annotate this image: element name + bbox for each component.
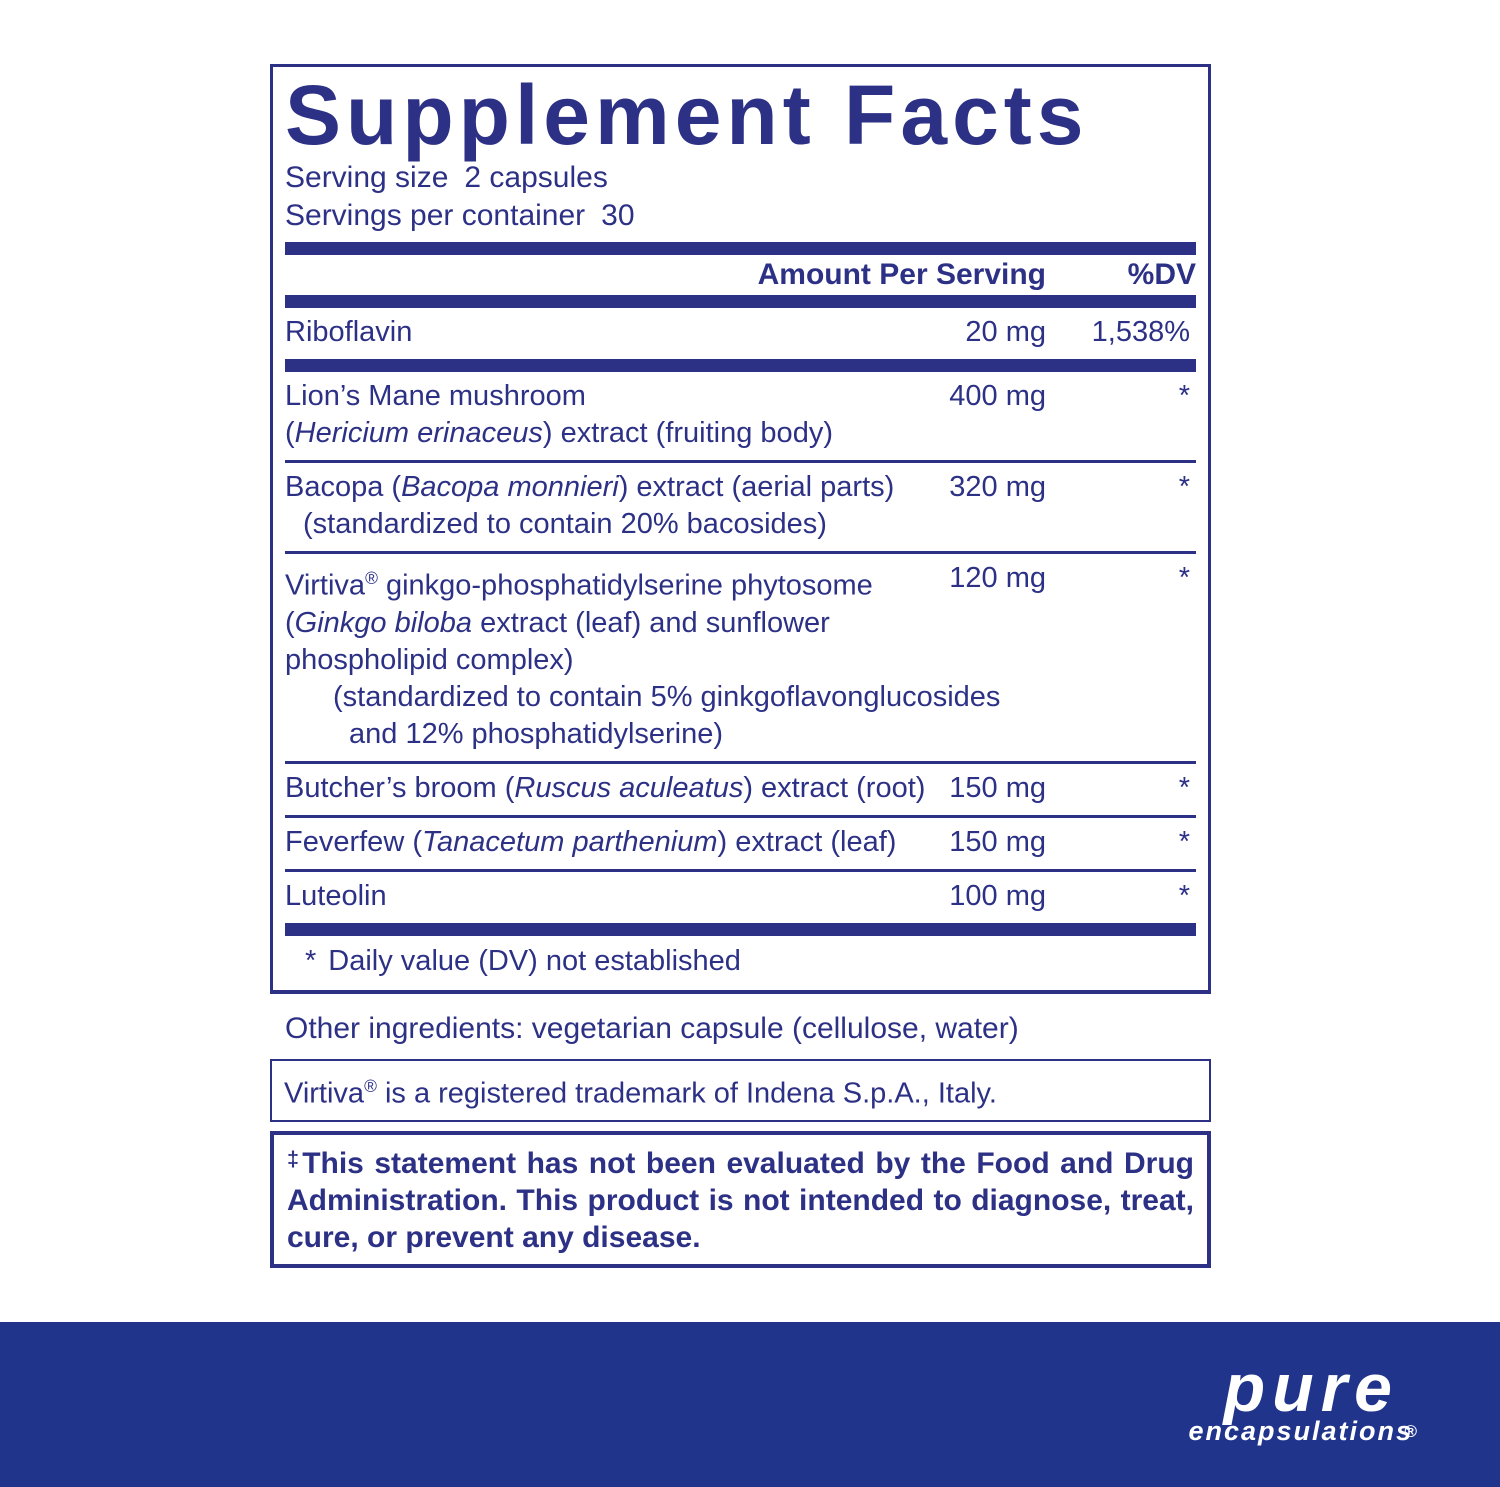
servings-label: Servings per container bbox=[285, 199, 586, 232]
panel-title: Supplement Facts bbox=[285, 68, 1089, 162]
ingredient-detail-line: phospholipid complex) bbox=[285, 643, 574, 676]
ingredient-detail-line: and 12% phosphatidylserine) bbox=[349, 717, 724, 750]
thick-divider-bar bbox=[285, 359, 1196, 372]
thin-divider-line bbox=[285, 460, 1196, 463]
brand-subname: encapsulations bbox=[1188, 1416, 1413, 1446]
ingredient-amount: 100 mg bbox=[949, 879, 1046, 912]
ingredient-amount: 20 mg bbox=[965, 316, 1046, 348]
serving-size-label: Serving size bbox=[285, 161, 449, 194]
ingredient-row: Lion’s Mane mushroom 400 mg * (Hericium eri… bbox=[285, 372, 1196, 460]
ingredient-detail-line: (standardized to contain 20% bacosides) bbox=[303, 508, 827, 540]
divider-bar-header bbox=[285, 295, 1196, 308]
ingredient-dv: * bbox=[1178, 771, 1190, 804]
ingredient-detail-line: (standardized to contain 5% ginkgoflavon… bbox=[333, 680, 1001, 713]
ingredient-detail-line: (Ginkgo biloba extract (leaf) and sunflo… bbox=[285, 606, 830, 639]
thick-divider-bar bbox=[285, 922, 1196, 936]
thin-divider-line bbox=[285, 868, 1196, 872]
other-ingredients: Other ingredients: vegetarian capsule (c… bbox=[285, 1011, 1019, 1045]
ingredient-dv: * bbox=[1178, 825, 1190, 858]
footnote-text: Daily value (DV) not established bbox=[328, 944, 741, 977]
column-header-row: Amount Per Serving %DV bbox=[285, 255, 1196, 295]
servings-value: 30 bbox=[601, 199, 635, 232]
ingredient-dv: * bbox=[1178, 879, 1190, 912]
ingredient-dv: 1,538% bbox=[1091, 316, 1190, 348]
serving-size-line: Serving size 2 capsules bbox=[285, 159, 1196, 197]
ingredient-amount: 150 mg bbox=[949, 771, 1046, 804]
brand-band: pure encapsulations ® bbox=[0, 1322, 1500, 1487]
brand-name: pure bbox=[1223, 1350, 1399, 1426]
ingredient-amount: 120 mg bbox=[949, 562, 1046, 594]
ingredient-name: Virtiva® ginkgo-phosphatidylserine phyto… bbox=[285, 568, 873, 602]
trademark-prefix: Virtiva bbox=[284, 1077, 365, 1110]
pure-encapsulations-logo: pure encapsulations ® bbox=[1188, 1350, 1417, 1446]
ingredient-rows: Riboflavin 20 mg 1,538% Lion’s Mane mushroo… bbox=[285, 308, 1196, 936]
ingredient-dv: * bbox=[1178, 380, 1190, 412]
ingredient-name: Riboflavin bbox=[285, 316, 413, 348]
ingredient-name: Bacopa (Bacopa monnieri) extract (aerial… bbox=[285, 471, 895, 503]
registered-mark-icon: ® bbox=[364, 1075, 377, 1096]
ingredient-detail-line: (Hericium erinaceus) extract (fruiting b… bbox=[285, 417, 833, 449]
thin-divider-line bbox=[285, 760, 1196, 764]
ingredient-row: Luteolin 100 mg * bbox=[285, 872, 1196, 923]
ingredient-name: Luteolin bbox=[285, 879, 387, 912]
column-header-dv: %DV bbox=[1127, 258, 1196, 291]
column-header-amount: Amount Per Serving bbox=[757, 258, 1046, 291]
ingredient-row: Bacopa (Bacopa monnieri) extract (aerial… bbox=[285, 463, 1196, 551]
servings-per-container-line: Servings per container 30 bbox=[285, 197, 1196, 235]
thin-divider-line bbox=[285, 814, 1196, 818]
ingredient-name: Lion’s Mane mushroom bbox=[285, 380, 586, 412]
ingredient-name: Butcher’s broom (Ruscus aculeatus) extra… bbox=[285, 771, 926, 804]
double-dagger-icon: ‡ bbox=[287, 1146, 303, 1172]
thin-divider-line bbox=[285, 551, 1196, 554]
ingredient-row: Butcher’s broom (Ruscus aculeatus) extra… bbox=[285, 764, 1196, 815]
fda-disclaimer-box: ‡This statement has not been evaluated b… bbox=[270, 1131, 1211, 1269]
footnote-asterisk: * bbox=[305, 944, 317, 977]
ingredient-row: Riboflavin 20 mg 1,538% bbox=[285, 308, 1196, 359]
supplement-facts-panel: Supplement Facts Serving size 2 capsules … bbox=[270, 64, 1211, 994]
trademark-note-box: Virtiva® is a registered trademark of In… bbox=[270, 1058, 1211, 1123]
divider-bar-top bbox=[285, 242, 1196, 255]
fda-disclaimer-text: This statement has not been evaluated by… bbox=[287, 1147, 1194, 1255]
ingredient-dv: * bbox=[1178, 562, 1190, 594]
ingredient-row: Feverfew (Tanacetum parthenium) extract … bbox=[285, 818, 1196, 869]
dv-footnote: * Daily value (DV) not established bbox=[285, 942, 1196, 980]
ingredient-amount: 400 mg bbox=[949, 380, 1046, 412]
label-column: Supplement Facts Serving size 2 capsules … bbox=[270, 64, 1211, 1269]
ingredient-amount: 150 mg bbox=[949, 825, 1046, 858]
ingredient-dv: * bbox=[1178, 471, 1190, 503]
trademark-suffix: is a registered trademark of Indena S.p.… bbox=[376, 1077, 997, 1110]
ingredient-amount: 320 mg bbox=[949, 471, 1046, 503]
registered-mark-icon: ® bbox=[1404, 1422, 1417, 1441]
serving-size-value: 2 capsules bbox=[464, 161, 608, 194]
ingredient-name: Feverfew (Tanacetum parthenium) extract … bbox=[285, 825, 897, 858]
ingredient-row: Virtiva® ginkgo-phosphatidylserine phyto… bbox=[285, 554, 1196, 761]
